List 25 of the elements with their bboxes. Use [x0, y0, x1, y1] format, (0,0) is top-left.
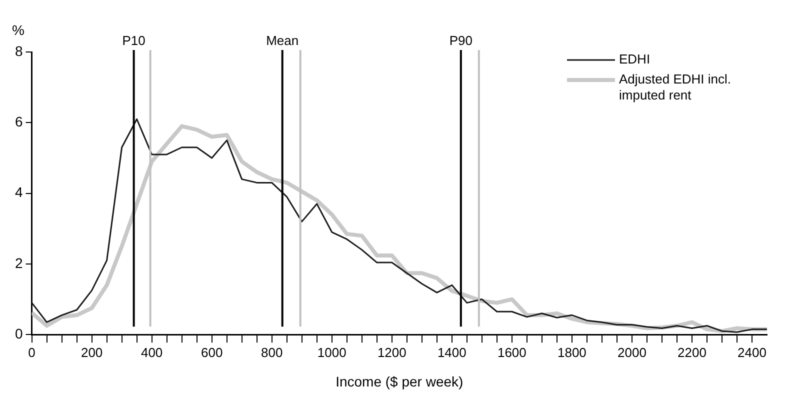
- x-tick-label: 1000: [317, 344, 346, 360]
- ref-line-label: P10: [122, 33, 146, 48]
- ref-line-label: Mean: [266, 33, 299, 48]
- x-tick-label: 1800: [557, 344, 586, 360]
- x-tick-label: 600: [200, 344, 223, 360]
- x-tick-label: 800: [261, 344, 283, 360]
- x-tick-label: 400: [140, 344, 163, 360]
- y-tick-label: 0: [14, 325, 23, 342]
- legend-label: Adjusted EDHI incl. imputed rent: [619, 72, 731, 103]
- x-tick-label: 2200: [678, 344, 706, 360]
- y-tick-label: 6: [14, 114, 23, 130]
- y-tick-label: 2: [14, 254, 23, 271]
- x-tick-label: 200: [80, 344, 103, 360]
- x-tick-label: 1600: [497, 344, 526, 360]
- x-axis-title: Income ($ per week): [336, 373, 464, 390]
- y-axis-title: %: [12, 22, 24, 38]
- x-tick-label: 0: [28, 344, 36, 360]
- x-tick-label: 2400: [738, 344, 766, 360]
- x-tick-label: 2000: [618, 344, 646, 360]
- y-tick-label: 8: [14, 42, 23, 59]
- y-tick-label: 4: [14, 184, 23, 200]
- x-tick-label: 1200: [377, 344, 406, 360]
- ref-line-label: P90: [449, 33, 472, 48]
- x-tick-label: 1400: [437, 344, 466, 360]
- legend-label: EDHI: [619, 52, 650, 67]
